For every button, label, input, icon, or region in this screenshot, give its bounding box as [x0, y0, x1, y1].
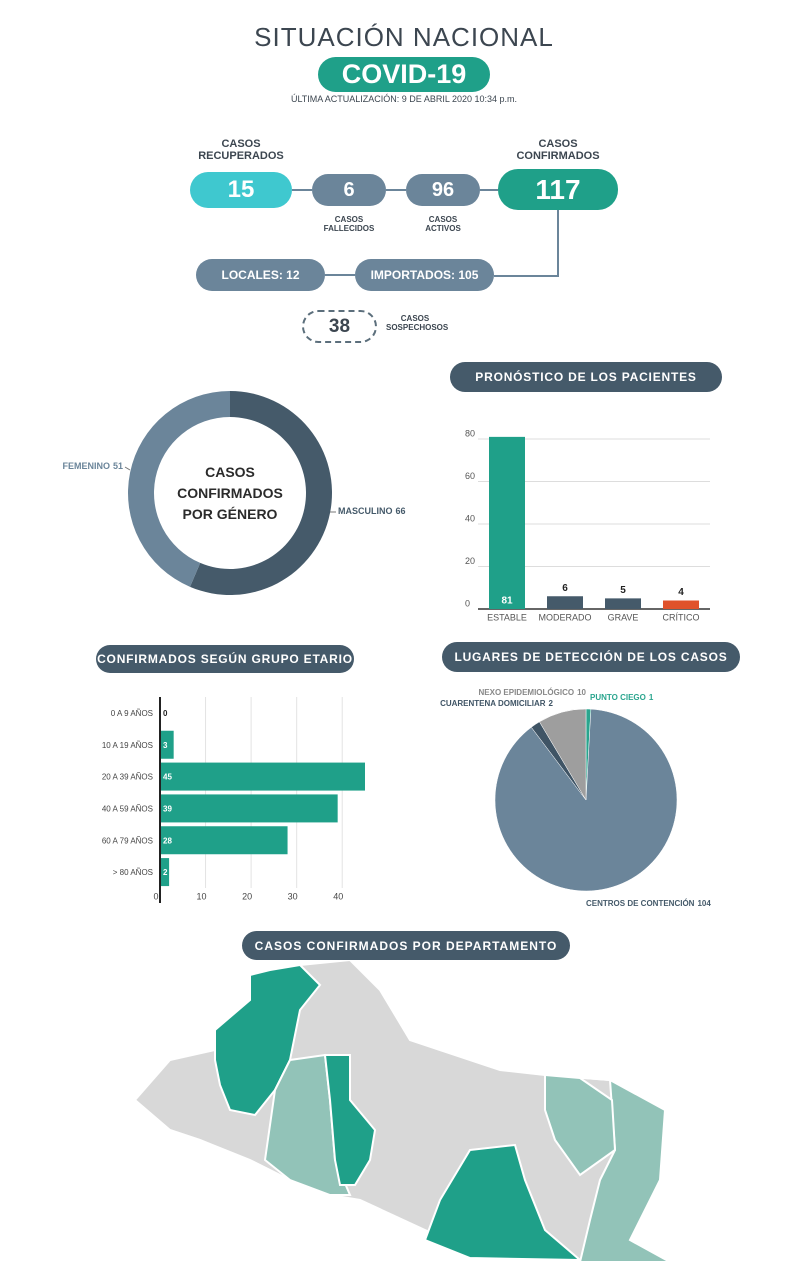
- slice-label: PUNTO CIEGO 1: [590, 693, 654, 702]
- bar: [160, 826, 288, 855]
- slice-label: MASCULINO 66: [338, 506, 406, 516]
- value-label: 0: [163, 709, 168, 718]
- y-tick-label: > 80 AÑOS: [113, 868, 153, 877]
- value-label: 2: [163, 868, 168, 877]
- x-tick-label: 30: [288, 891, 298, 901]
- badge: COVID-19: [318, 57, 490, 92]
- slice-category: FEMENINO: [62, 461, 110, 471]
- deceased-label: CASOS FALLECIDOS: [323, 215, 375, 233]
- value-label: 6: [562, 583, 568, 594]
- bar: [160, 730, 174, 759]
- value-label: 45: [163, 773, 172, 782]
- slice-category: NEXO EPIDEMIOLÓGICO: [479, 688, 575, 697]
- section-title: CONFIRMADOS SEGÚN GRUPO ETARIO: [97, 651, 353, 666]
- slice-category: CENTROS DE CONTENCIÓN: [586, 899, 695, 908]
- x-tick-label: 10: [197, 891, 207, 901]
- y-tick-label: 60: [465, 471, 475, 481]
- slice-category: MASCULINO: [338, 506, 393, 516]
- recovered-label: CASOS RECUPERADOS: [198, 138, 284, 162]
- y-tick-label: 10 A 19 AÑOS: [102, 741, 153, 750]
- active-value: 96: [406, 174, 480, 206]
- imported-cases: IMPORTADOS: 105: [355, 259, 494, 291]
- active-label: CASOS ACTIVOS: [425, 215, 461, 233]
- y-tick-label: 60 A 79 AÑOS: [102, 836, 153, 845]
- x-tick-label: CRÍTICO: [663, 612, 700, 622]
- donut-slice: [190, 391, 332, 595]
- updated: ÚLTIMA ACTUALIZACIÓN: 9 DE ABRIL 2020 10…: [290, 94, 518, 104]
- x-tick-label: GRAVE: [608, 612, 639, 622]
- slice-label: FEMENINO 51: [62, 461, 123, 471]
- value-label: 4: [678, 587, 684, 598]
- slice-value: 104: [697, 899, 711, 908]
- y-tick-label: 40 A 59 AÑOS: [102, 805, 153, 814]
- x-tick-label: 0: [153, 891, 158, 901]
- x-tick-label: 40: [333, 891, 343, 901]
- bar: [489, 436, 525, 609]
- local-cases: LOCALES: 12: [196, 259, 325, 291]
- suspected-label: CASOS SOSPECHOSOS: [386, 314, 449, 332]
- connectors: [292, 189, 559, 277]
- suspected-value: 38: [302, 310, 377, 343]
- value-label: 3: [163, 741, 168, 750]
- y-tick-label: 20 A 39 AÑOS: [102, 773, 153, 782]
- map: [133, 958, 671, 1263]
- y-tick-label: 0 A 9 AÑOS: [111, 709, 153, 718]
- donut-slice: [127, 391, 230, 587]
- slice-value: 51: [113, 461, 123, 471]
- bar: [160, 762, 365, 791]
- map-title: CASOS CONFIRMADOS POR DEPARTAMENTO: [242, 931, 570, 960]
- slice-value: 1: [649, 693, 654, 702]
- slice-value: 10: [577, 688, 586, 697]
- x-tick-label: 20: [242, 891, 252, 901]
- slice-label: CUARENTENA DOMICILIAR 2: [440, 699, 553, 708]
- slice-category: CUARENTENA DOMICILIAR: [440, 699, 546, 708]
- confirmed-label: CASOS CONFIRMADOS: [516, 138, 600, 162]
- bar: [547, 596, 583, 609]
- section-pill: [450, 362, 722, 392]
- donut-title: CASOS CONFIRMADOS POR GÉNERO: [177, 464, 283, 522]
- y-tick-label: 20: [465, 556, 475, 566]
- section-title: LUGARES DE DETECCIÓN DE LOS CASOS: [454, 649, 727, 664]
- slice-label: NEXO EPIDEMIOLÓGICO 10: [479, 688, 587, 697]
- value-label: 28: [163, 836, 172, 845]
- y-tick-label: 40: [465, 513, 475, 523]
- deceased-value: 6: [312, 174, 386, 206]
- leader-line: [124, 466, 131, 471]
- slice-value: 2: [549, 699, 554, 708]
- x-tick-label: ESTABLE: [487, 612, 527, 622]
- confirmed-value: 117: [498, 169, 618, 210]
- bar: [160, 858, 170, 887]
- page-title: SITUACIÓN NACIONAL: [254, 22, 554, 52]
- pie-slice: [539, 708, 587, 801]
- recovered-value: 15: [190, 172, 292, 208]
- slice-category: PUNTO CIEGO: [590, 693, 646, 702]
- bar: [605, 598, 641, 609]
- bar: [663, 600, 699, 609]
- value-label: 39: [163, 805, 172, 814]
- slice-value: 66: [396, 506, 406, 516]
- value-label: 5: [620, 585, 626, 596]
- bar: [160, 794, 338, 823]
- y-tick-label: 0: [465, 598, 470, 608]
- section-pill: [96, 645, 354, 673]
- section-title: PRONÓSTICO DE LOS PACIENTES: [475, 369, 696, 384]
- value-label: 81: [501, 596, 513, 607]
- slice-label: CENTROS DE CONTENCIÓN 104: [586, 899, 711, 908]
- section-pill: [442, 642, 740, 672]
- x-tick-label: MODERADO: [538, 612, 591, 622]
- y-tick-label: 80: [465, 428, 475, 438]
